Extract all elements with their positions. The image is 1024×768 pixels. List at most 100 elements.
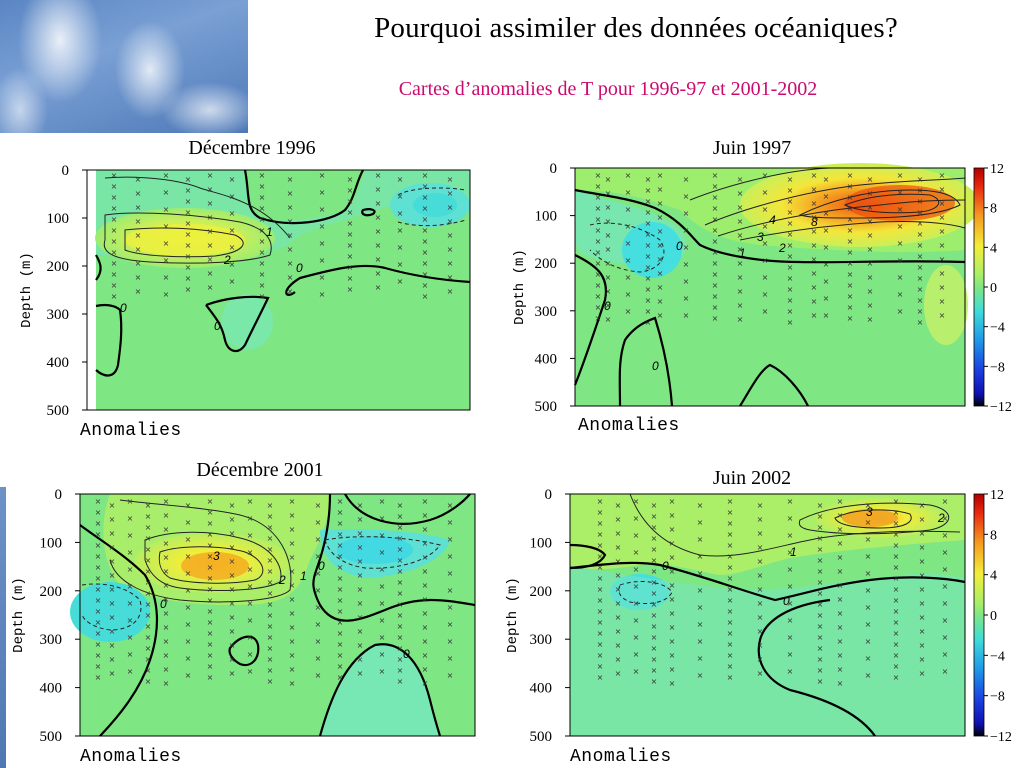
colorbar-tick-label: 8: [990, 528, 997, 543]
observation-mark: ×: [645, 252, 652, 261]
observation-mark: ×: [163, 651, 170, 660]
observation-mark: ×: [811, 255, 818, 264]
observation-mark: ×: [712, 259, 719, 268]
colorbar-tick-label: −12: [990, 730, 1012, 745]
observation-mark: ×: [697, 620, 704, 629]
observation-mark: ×: [737, 175, 744, 184]
plot-area: [70, 494, 475, 736]
observation-mark: ×: [811, 171, 818, 180]
observation-mark: ×: [422, 248, 429, 257]
observation-mark: ×: [95, 640, 102, 649]
observation-mark: ×: [917, 219, 924, 228]
observation-mark: ×: [597, 640, 604, 649]
observation-mark: ×: [837, 665, 844, 674]
observation-mark: ×: [229, 226, 236, 235]
observation-mark: ×: [397, 512, 404, 521]
observation-mark: ×: [657, 269, 664, 278]
observation-mark: ×: [697, 671, 704, 680]
observation-mark: ×: [145, 589, 152, 598]
observation-mark: ×: [447, 603, 454, 612]
observation-mark: ×: [447, 273, 454, 282]
observation-mark: ×: [893, 662, 900, 671]
observation-mark: ×: [185, 197, 192, 206]
observation-mark: ×: [633, 650, 640, 659]
observation-mark: ×: [447, 501, 454, 510]
observation-mark: ×: [657, 311, 664, 320]
observation-mark: ×: [865, 603, 872, 612]
observation-mark: ×: [447, 245, 454, 254]
observation-mark: ×: [185, 654, 192, 663]
observation-mark: ×: [207, 585, 214, 594]
observation-mark: ×: [287, 287, 294, 296]
observation-mark: ×: [267, 567, 274, 576]
observation-mark: ×: [897, 290, 904, 299]
observation-mark: ×: [757, 669, 764, 678]
contour-labels: 4 8 3 2 1 0 0 0: [604, 213, 818, 373]
observation-mark: ×: [337, 530, 344, 539]
observation-mark: ×: [379, 548, 386, 557]
observation-mark: ×: [683, 311, 690, 320]
observation-mark: ×: [893, 530, 900, 539]
observation-mark: ×: [337, 596, 344, 605]
observation-mark: ×: [669, 651, 676, 660]
observation-mark: ×: [897, 239, 904, 248]
observation-mark: ×: [247, 565, 254, 574]
observation-mark: ×: [109, 669, 116, 678]
observation-mark: ×: [597, 563, 604, 572]
observation-mark: ×: [847, 292, 854, 301]
observation-mark: ×: [229, 515, 236, 524]
observation-mark: ×: [207, 519, 214, 528]
observation-mark: ×: [817, 600, 824, 609]
observation-mark: ×: [865, 501, 872, 510]
contour-label: 0: [403, 647, 410, 661]
observation-mark: ×: [615, 585, 622, 594]
observation-mark: ×: [865, 535, 872, 544]
observation-mark: ×: [893, 673, 900, 682]
observation-mark: ×: [185, 274, 192, 283]
observation-mark: ×: [651, 666, 658, 675]
observation-mark: ×: [817, 567, 824, 576]
observation-mark: ×: [605, 203, 612, 212]
observation-mark: ×: [762, 307, 769, 316]
observation-mark: ×: [127, 565, 134, 574]
observation-mark: ×: [893, 640, 900, 649]
observation-mark: ×: [865, 620, 872, 629]
observation-mark: ×: [847, 281, 854, 290]
observation-mark: ×: [919, 655, 926, 664]
observation-mark: ×: [615, 641, 622, 650]
observation-mark: ×: [111, 248, 118, 257]
observation-mark: ×: [657, 199, 664, 208]
observation-mark: ×: [597, 541, 604, 550]
observation-mark: ×: [787, 307, 794, 316]
colorbar-tick-label: −8: [990, 360, 1005, 375]
observation-mark: ×: [697, 586, 704, 595]
observation-mark: ×: [315, 603, 322, 612]
observation-mark: ×: [942, 531, 949, 540]
contour-lines: [589, 167, 966, 273]
observation-mark: ×: [397, 192, 404, 201]
observation-mark: ×: [109, 515, 116, 524]
observation-mark: ×: [379, 565, 386, 574]
observation-mark: ×: [893, 629, 900, 638]
observation-mark: ×: [95, 574, 102, 583]
observation-mark: ×: [917, 263, 924, 272]
observation-mark: ×: [163, 188, 170, 197]
observation-mark: ×: [942, 497, 949, 506]
observation-mark: ×: [357, 641, 364, 650]
observation-mark: ×: [207, 563, 214, 572]
observation-mark: ×: [229, 627, 236, 636]
observation-mark: ×: [127, 548, 134, 557]
observation-mark: ×: [135, 259, 142, 268]
observation-mark: ×: [135, 231, 142, 240]
observation-mark: ×: [315, 535, 322, 544]
observation-mark: ×: [229, 529, 236, 538]
observation-mark: ×: [447, 518, 454, 527]
observation-mark: ×: [145, 611, 152, 620]
y-tick-label: 300: [530, 632, 553, 648]
observation-mark: ×: [397, 578, 404, 587]
observation-mark: ×: [605, 301, 612, 310]
observation-mark: ×: [625, 273, 632, 282]
observation-mark: ×: [615, 515, 622, 524]
observation-mark: ×: [893, 541, 900, 550]
